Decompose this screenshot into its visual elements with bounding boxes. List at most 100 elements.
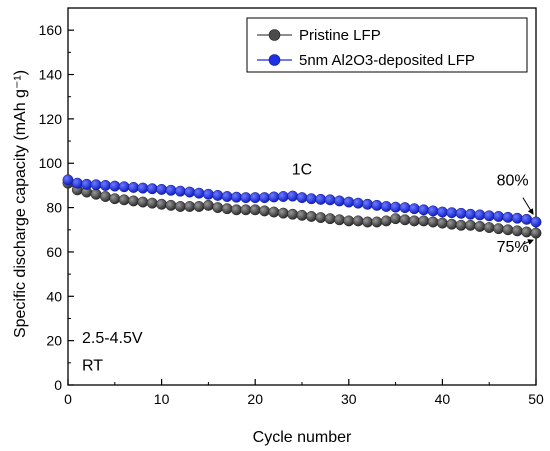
data-point bbox=[118, 194, 130, 206]
data-point bbox=[333, 214, 345, 226]
annotations: 1C 80% 75% 2.5-4.5V RT bbox=[82, 161, 529, 374]
data-point bbox=[305, 211, 317, 222]
data-point bbox=[259, 192, 271, 204]
data-point bbox=[81, 178, 93, 190]
series-al2o3 bbox=[62, 174, 542, 228]
data-point bbox=[408, 203, 420, 215]
data-point bbox=[474, 220, 486, 232]
data-point bbox=[493, 223, 505, 235]
legend-label-pristine: Pristine LFP bbox=[299, 27, 381, 44]
data-point bbox=[146, 183, 158, 195]
data-point bbox=[380, 215, 392, 227]
data-point bbox=[465, 219, 476, 231]
data-point bbox=[193, 187, 205, 199]
data-point bbox=[268, 191, 280, 203]
series-pristine bbox=[62, 177, 542, 239]
data-point bbox=[465, 208, 476, 220]
data-point bbox=[530, 216, 542, 228]
data-point bbox=[390, 201, 402, 213]
y-tick-label: 80 bbox=[46, 200, 62, 216]
y-tick-label: 20 bbox=[46, 333, 62, 349]
data-point bbox=[521, 213, 533, 225]
data-point bbox=[399, 214, 411, 226]
legend-marker-al2o3 bbox=[268, 54, 281, 66]
data-point bbox=[193, 201, 205, 212]
data-point bbox=[455, 219, 467, 231]
data-point bbox=[305, 193, 317, 205]
legend-marker-pristine bbox=[268, 29, 281, 41]
data-point bbox=[287, 190, 299, 202]
y-tick-label: 60 bbox=[46, 244, 62, 260]
data-point bbox=[221, 191, 233, 202]
arrow-80 bbox=[522, 197, 534, 215]
data-point bbox=[277, 191, 289, 202]
data-point bbox=[165, 184, 177, 196]
y-tick-label: 140 bbox=[39, 67, 63, 83]
data-point bbox=[202, 188, 214, 200]
annotation-text: 75% bbox=[497, 239, 529, 256]
data-point bbox=[511, 212, 523, 224]
data-point bbox=[315, 212, 327, 224]
data-point bbox=[418, 215, 430, 227]
data-point bbox=[502, 211, 514, 223]
arrow-75 bbox=[522, 239, 534, 245]
data-point bbox=[90, 179, 102, 191]
data-point bbox=[483, 210, 495, 222]
data-point bbox=[212, 189, 224, 201]
data-point bbox=[296, 209, 308, 221]
data-point bbox=[436, 217, 448, 229]
y-tick-label: 40 bbox=[46, 288, 62, 304]
data-point bbox=[99, 179, 111, 191]
y-axis-label: Specific discharge capacity (mAh g⁻¹) bbox=[12, 70, 29, 338]
data-point bbox=[324, 213, 336, 225]
data-point bbox=[212, 202, 224, 214]
data-point bbox=[352, 215, 364, 227]
data-point bbox=[502, 224, 514, 236]
series-layer bbox=[62, 174, 542, 239]
data-point bbox=[287, 208, 299, 220]
y-tick-label: 100 bbox=[39, 155, 63, 171]
data-point bbox=[333, 195, 345, 207]
data-point bbox=[427, 216, 439, 228]
annotation-text: 2.5-4.5V bbox=[82, 330, 143, 347]
x-tick-label: 10 bbox=[154, 391, 170, 407]
data-point bbox=[418, 204, 430, 216]
data-point bbox=[315, 193, 327, 205]
data-point bbox=[90, 188, 102, 200]
y-tick-label: 120 bbox=[39, 111, 63, 127]
data-point bbox=[446, 207, 458, 219]
data-point bbox=[427, 205, 439, 217]
data-point bbox=[324, 194, 336, 206]
data-point bbox=[390, 213, 402, 225]
data-point bbox=[343, 196, 355, 208]
data-point bbox=[240, 192, 252, 204]
data-point bbox=[231, 204, 242, 216]
annotation-arrows bbox=[522, 197, 534, 245]
data-point bbox=[184, 201, 196, 212]
data-point bbox=[71, 177, 83, 189]
data-point bbox=[137, 196, 149, 208]
legend-box bbox=[246, 17, 528, 73]
x-axis-ticks: 0 10 20 30 40 50 bbox=[64, 379, 544, 407]
data-point bbox=[128, 195, 139, 207]
x-tick-label: 30 bbox=[341, 391, 357, 407]
data-point bbox=[352, 197, 364, 209]
legend: Pristine LFP 5nm Al2O3-deposited LFP bbox=[246, 17, 528, 73]
x-tick-label: 20 bbox=[247, 391, 263, 407]
x-axis-label: Cycle number bbox=[253, 429, 352, 446]
data-point bbox=[118, 181, 130, 193]
y-tick-label: 160 bbox=[39, 22, 63, 38]
data-point bbox=[511, 225, 523, 237]
data-point bbox=[277, 207, 289, 219]
data-point bbox=[249, 192, 261, 204]
x-tick-label: 40 bbox=[435, 391, 451, 407]
data-point bbox=[259, 205, 271, 217]
data-point bbox=[231, 191, 242, 203]
data-point bbox=[380, 201, 392, 212]
data-point bbox=[455, 207, 467, 219]
y-axis-ticks: 0 20 40 60 80 100 120 140 160 bbox=[39, 22, 74, 393]
legend-label-al2o3: 5nm Al2O3-deposited LFP bbox=[299, 52, 475, 69]
data-point bbox=[371, 216, 383, 228]
data-point bbox=[343, 215, 355, 227]
